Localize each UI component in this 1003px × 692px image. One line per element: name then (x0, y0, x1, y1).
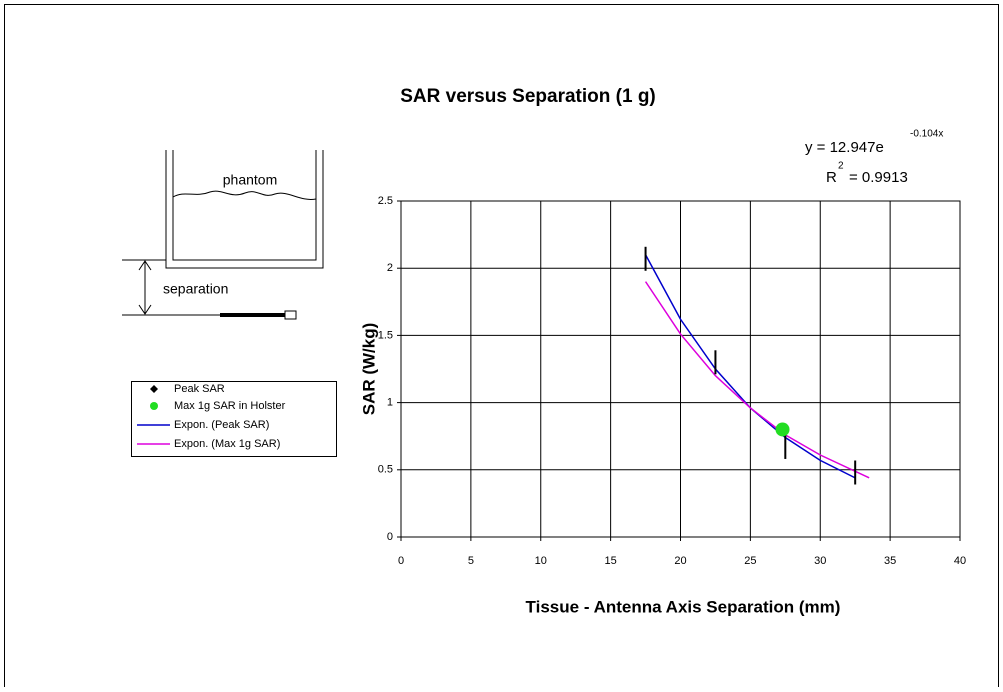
legend-label: Expon. (Peak SAR) (174, 419, 269, 431)
equation: y = 12.947e (805, 139, 884, 156)
equation-exponent: -0.104x (910, 129, 943, 140)
phantom-inner (173, 150, 316, 260)
legend-swatch (150, 402, 158, 410)
x-tick-label: 30 (814, 555, 826, 567)
x-tick-label: 35 (884, 555, 896, 567)
x-tick-label: 25 (744, 555, 756, 567)
diagram-label: phantom (223, 172, 277, 188)
x-tick-label: 10 (535, 555, 547, 567)
y-axis-label: SAR (W/kg) (359, 323, 378, 416)
y-tick-label: 0 (387, 531, 393, 543)
y-tick-label: 2 (387, 262, 393, 274)
x-tick-label: 5 (468, 555, 474, 567)
legend-label: Peak SAR (174, 383, 225, 395)
x-axis-label: Tissue - Antenna Axis Separation (mm) (526, 597, 841, 616)
r-squared-value: = 0.9913 (849, 169, 908, 186)
x-tick-label: 40 (954, 555, 966, 567)
data-point (776, 422, 790, 436)
phantom-outer (166, 150, 323, 268)
x-tick-label: 20 (674, 555, 686, 567)
y-tick-label: 1.5 (378, 329, 393, 341)
y-tick-label: 2.5 (378, 195, 393, 207)
y-tick-label: 0.5 (378, 464, 393, 476)
x-tick-label: 15 (605, 555, 617, 567)
chart-title: SAR versus Separation (1 g) (400, 86, 656, 107)
r-squared: R (826, 169, 837, 186)
r-squared-exponent: 2 (838, 161, 844, 172)
x-tick-label: 0 (398, 555, 404, 567)
legend-label: Expon. (Max 1g SAR) (174, 438, 280, 450)
liquid-surface (173, 191, 316, 199)
diagram-label: separation (163, 281, 228, 297)
chart: SAR versus Separation (1 g) Tissue - Ant… (0, 0, 1003, 687)
antenna-tip (285, 311, 296, 319)
legend-label: Max 1g SAR in Holster (174, 400, 286, 412)
y-tick-label: 1 (387, 397, 393, 409)
